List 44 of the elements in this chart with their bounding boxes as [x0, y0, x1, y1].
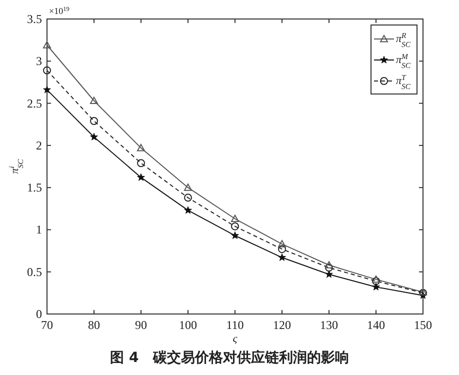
x-axis-title: ς: [232, 333, 238, 345]
x-tick-label: 80: [88, 318, 100, 332]
x-tick-label: 130: [320, 318, 338, 332]
point: [231, 222, 239, 230]
x-tick-label: 100: [179, 318, 197, 332]
x-tick-label: 90: [135, 318, 147, 332]
point: [231, 214, 239, 222]
x-tick-label: 150: [414, 318, 432, 332]
point: [43, 41, 51, 48]
point: [325, 264, 333, 272]
y-tick-label: 2: [36, 138, 42, 152]
point: [184, 184, 192, 191]
y-tick-label: 1: [36, 222, 42, 237]
x-tick-label: 140: [367, 318, 385, 332]
y-tick-label: 3.5: [27, 12, 42, 26]
point: [231, 232, 239, 239]
point: [372, 275, 380, 283]
point: [43, 86, 51, 94]
point: [278, 245, 286, 254]
point: [372, 277, 380, 286]
point: [184, 206, 192, 214]
y-tick-label: 2.5: [27, 96, 42, 110]
point: [137, 144, 145, 152]
point: [372, 282, 380, 290]
point: [90, 132, 98, 140]
point: [278, 253, 286, 261]
point: [325, 270, 333, 278]
x-tick-label: 110: [226, 318, 244, 332]
point: [137, 173, 145, 181]
text: 图 4 碳交易价格对供应链利润的影响: [110, 349, 349, 366]
x-tick-label: 70: [41, 318, 53, 332]
point: [325, 261, 333, 268]
point: [90, 96, 98, 104]
point: [184, 194, 192, 202]
point: [137, 159, 145, 168]
point: [43, 66, 51, 74]
y-tick-label: 1.5: [27, 180, 42, 195]
point: [90, 116, 98, 125]
text: ×10$^{19}$: [49, 6, 70, 16]
x-tick-label: 120: [273, 318, 291, 332]
y-tick-label: 3: [36, 54, 42, 68]
y-tick-label: 0: [36, 307, 42, 321]
point: [278, 240, 286, 248]
y-tick-label: 0.5: [27, 264, 42, 279]
